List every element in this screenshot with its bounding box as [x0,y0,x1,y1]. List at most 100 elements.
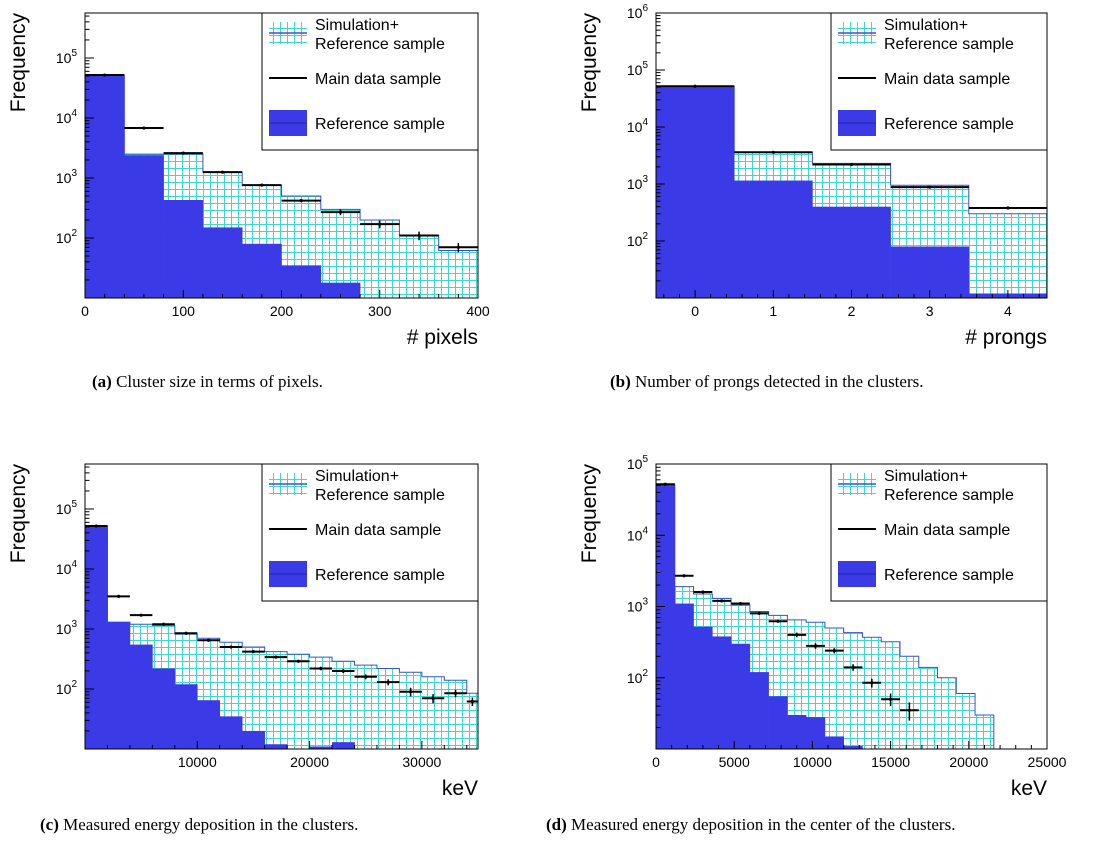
caption-b-tag: (b) [610,372,631,391]
main-data-point [174,631,198,635]
x-tick-label: 5000 [719,754,750,770]
x-axis-label: # pixels [407,326,478,349]
chart-c-svg: 10000 20000 30000 102 103 104 105 keV Frequency S… [7,463,479,800]
reference-bar [656,87,735,298]
plot-area [656,482,1047,749]
reference-bar [107,622,131,749]
main-data-point [197,638,220,642]
reference-bar [332,742,355,749]
reference-bar [768,696,788,749]
reference-bar [693,626,713,749]
main-data-point [712,599,732,603]
legend-main-label: Main data sample [884,522,1010,539]
main-data-point [421,694,445,704]
simulation-bar [843,632,863,749]
reference-bar [219,716,243,749]
main-data-point [85,524,108,528]
main-data-point [881,693,900,707]
x-tick-label: 30000 [402,754,441,770]
main-data-point [320,209,361,216]
simulation-bar [360,219,400,298]
y-tick-label: 104 [56,108,78,126]
main-data-point [812,162,891,167]
reference-bar [281,265,322,298]
simulation-bar [824,627,844,749]
reference-bar [712,636,732,749]
main-data-point [731,601,750,606]
main-data-point [466,697,478,707]
legend: Simulation+ Reference sample Main data sam… [261,12,479,151]
simulation-bar [287,654,310,749]
caption-b-text: Number of prongs detected in the cluster… [630,372,924,391]
legend-main-label: Main data sample [315,71,441,88]
main-data-point [862,678,882,688]
y-tick-label: 103 [56,168,78,186]
simulation-outline [656,483,1047,749]
simulation-bar [354,665,377,749]
main-data-point [163,151,203,155]
y-tick-label: 105 [56,499,78,517]
y-tick-label: 102 [56,228,78,246]
reference-bar [85,526,108,749]
reference-bar [890,246,970,298]
simulation-bar [332,661,355,749]
y-tick-label: 106 [627,3,649,21]
x-tick-label: 10000 [793,754,832,770]
main-data-point [354,674,377,680]
simulation-bar [242,647,265,749]
plot-area [85,73,478,298]
x-tick-label: 300 [368,303,392,319]
y-axis-label: Frequency [7,13,30,113]
caption-d-tag: (d) [546,815,567,834]
reference-bar [202,227,243,298]
simulation-bar [399,235,439,298]
main-data-point [332,669,355,673]
x-tick-label: 20000 [290,754,329,770]
reference-bar [85,75,125,298]
legend-sim-label-1: Simulation+ [315,17,399,34]
reference-bar [242,243,282,298]
simulation-bar [309,657,333,749]
reference-bar [674,603,694,749]
main-data-point [202,170,243,174]
main-data-point [376,679,400,686]
chart-panel-c: 10000 20000 30000 102 103 104 105 keV Frequency S… [0,444,556,844]
x-tick-label: 4 [1004,303,1012,319]
legend: Simulation+ Reference sample Main data sam… [830,463,1048,602]
caption-a-tag: (a) [92,372,112,391]
x-tick-label: 20000 [949,754,988,770]
plot-area [656,84,1047,298]
main-data-point [438,243,478,253]
y-axis-label: Frequency [578,13,601,113]
simulation-bar [264,651,288,749]
reference-bar [124,155,164,298]
x-tick-label: 1 [769,303,777,319]
caption-c-text: Measured energy deposition in the cluste… [58,815,359,834]
simulation-bar [421,676,445,749]
y-axis-label: Frequency [578,464,601,564]
reference-bar [843,746,863,749]
y-tick-label: 105 [56,48,78,66]
x-axis-label: keV [1011,777,1047,800]
main-data-point [444,689,467,698]
main-data-point [281,199,321,203]
x-tick-label: 0 [691,303,699,319]
main-data-point [152,622,175,626]
main-data-point [129,613,153,617]
caption-c: (c) Measured energy deposition in the cl… [40,815,358,835]
legend-sim-label-2: Reference sample [884,487,1014,504]
main-data-point [360,220,400,229]
x-tick-label: 0 [652,754,660,770]
simulation-bar [399,672,422,749]
simulation-bar [862,637,882,749]
reference-bar [129,644,153,749]
y-tick-label: 104 [627,117,649,135]
reference-bar [749,672,769,749]
simulation-bar [444,680,467,749]
legend-sim-label-2: Reference sample [884,36,1014,53]
main-data-point [734,150,813,154]
y-tick-label: 103 [627,597,649,615]
chart-d-svg: 0 5000 10000 15000 20000 25000 102 103 104 105 keV… [578,454,1067,800]
x-tick-label: 25000 [1028,754,1067,770]
y-tick-label: 104 [56,559,78,577]
